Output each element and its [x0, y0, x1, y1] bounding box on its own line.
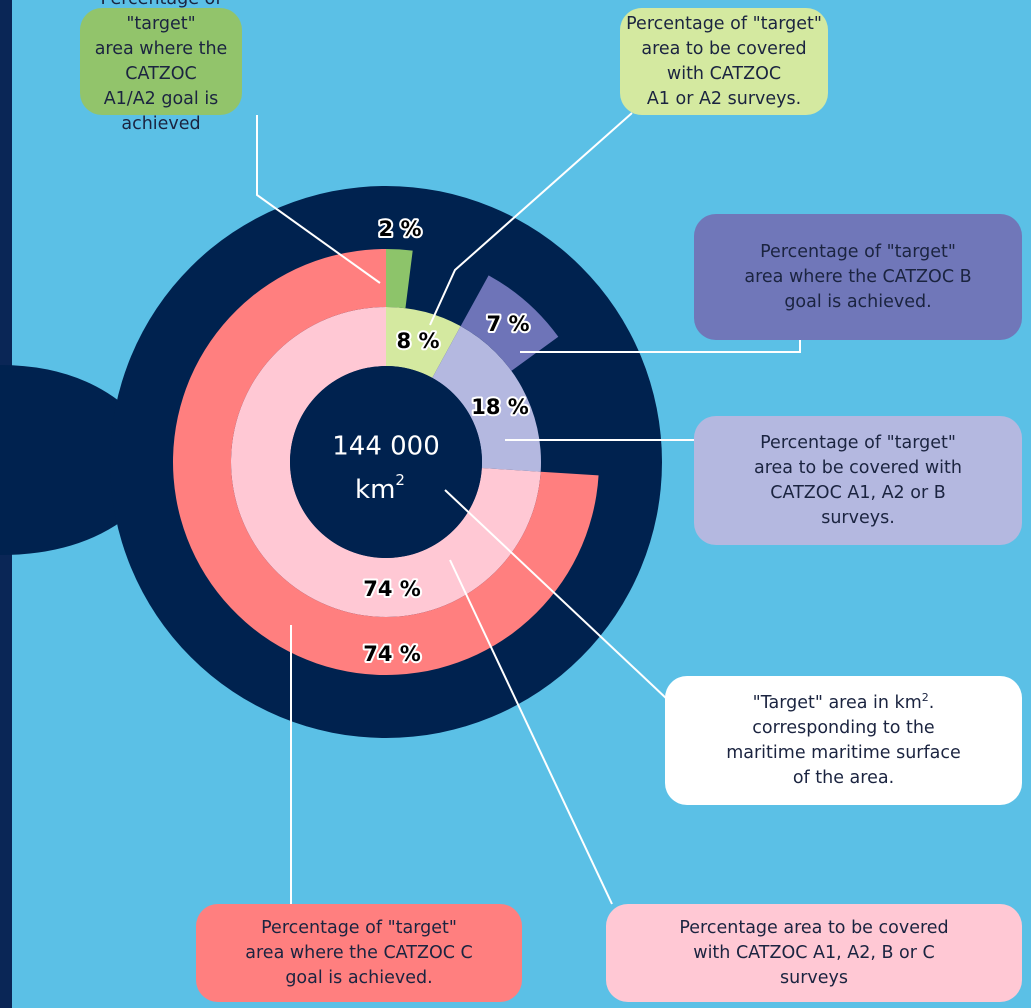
callout-text: surveys	[779, 967, 848, 988]
callout-text: corresponding to the	[752, 717, 935, 738]
callout-text: Percentage of "target"	[760, 241, 956, 262]
unit: km	[355, 475, 395, 505]
connector	[256, 115, 381, 284]
callout-text: .	[928, 692, 935, 713]
outer-wedge	[386, 249, 413, 309]
callout-line: A1 or A2 surveys.	[624, 87, 824, 112]
outer-label: 2 %	[379, 217, 422, 241]
callout-text: area where the CATZOC	[94, 38, 228, 84]
callout-line: CATZOC A1, A2 or B	[704, 481, 1012, 506]
sup: 2	[921, 690, 929, 704]
callout-text: Percentage of "target"	[261, 917, 457, 938]
outer-label: 7 %	[487, 312, 530, 336]
callout-text: area where the CATZOC C	[245, 942, 473, 963]
callout: Percentage area to be covered with CATZOC…	[606, 904, 1022, 1002]
callout-line: Percentage of "target"	[698, 240, 1018, 265]
connector	[449, 559, 613, 905]
callout-line: A1/A2 goal is achieved	[90, 87, 232, 137]
callout-line: area where the CATZOC C	[206, 941, 512, 966]
inner-label: 74 %	[363, 577, 421, 601]
callout-line: area to be covered with CATZOC	[624, 37, 824, 87]
callout-line: surveys	[616, 966, 1012, 991]
inner-label: 8 %	[397, 329, 440, 353]
connector-shape	[0, 365, 130, 555]
callout-text: A1 or A2 surveys.	[646, 88, 802, 109]
connector	[520, 340, 801, 353]
outer-label: 74 %	[363, 642, 421, 666]
callout-line: surveys.	[704, 506, 1012, 531]
connectors	[256, 112, 801, 905]
callout-line: area to be covered with	[704, 456, 1012, 481]
unit-sup: 2	[395, 471, 405, 489]
callout-line: Percentage of "target"	[704, 431, 1012, 456]
callout-text: area where the CATZOC B	[744, 266, 972, 287]
callout-text: surveys.	[821, 507, 895, 528]
callout-line: of the area.	[675, 766, 1012, 791]
callout-line: Percentage of "target"	[624, 12, 824, 37]
callout-text: A1/A2 goal is achieved	[103, 88, 219, 134]
inner-wedge	[432, 326, 541, 472]
center-disc	[290, 366, 482, 558]
callout-line: "Target" area in km2.	[675, 691, 1012, 716]
inner-label: 18 %	[471, 395, 529, 419]
callout-text: Percentage area to be covered	[679, 917, 949, 938]
callout-line: goal is achieved.	[698, 290, 1018, 315]
connector	[429, 112, 633, 326]
callout: Percentage of "target" area to be covered…	[620, 8, 828, 115]
callout-text: goal is achieved.	[784, 291, 932, 312]
callout-line: goal is achieved.	[206, 966, 512, 991]
callout: Percentage of "target" area to be covered…	[694, 416, 1022, 545]
callout-text: maritime maritime surface	[726, 742, 961, 763]
outer-wedge	[460, 275, 559, 371]
callout-line: Percentage of "target"	[206, 916, 512, 941]
callout-text: Percentage of "target"	[760, 432, 956, 453]
callout-text: "Target" area in km	[752, 692, 922, 713]
callout-text: with CATZOC A1, A2, B or C	[693, 942, 935, 963]
rings	[172, 249, 599, 675]
callout-line: with CATZOC A1, A2, B or C	[616, 941, 1012, 966]
callout-line: Percentage area to be covered	[616, 916, 1012, 941]
callout-text: Percentage of "target"	[626, 13, 822, 34]
inner-wedge	[386, 307, 461, 378]
callout-line: maritime maritime surface	[675, 741, 1012, 766]
callout-text: area to be covered with CATZOC	[641, 38, 807, 84]
callout-text: goal is achieved.	[285, 967, 433, 988]
center-unit: km2	[355, 471, 405, 505]
connector	[444, 489, 669, 701]
labels: 8 % 18 % 74 % 2 % 7 % 74 %	[361, 215, 531, 668]
callout-text: CATZOC A1, A2 or B	[770, 482, 946, 503]
callout: "Target" area in km2. corresponding to th…	[665, 676, 1022, 805]
callout-text: of the area.	[792, 767, 895, 788]
callout-line: Percentage of "target"	[90, 0, 232, 37]
inner-wedge	[230, 307, 541, 618]
callout-line: area where the CATZOC	[90, 37, 232, 87]
callout: Percentage of "target" area where the CAT…	[80, 0, 242, 134]
callout-line: area where the CATZOC B	[698, 265, 1018, 290]
callout: Percentage of "target" area where the CAT…	[694, 214, 1022, 340]
callout-text: Percentage of "target"	[101, 0, 222, 34]
center-value: 144 000	[332, 432, 440, 462]
callout-line: corresponding to the	[675, 716, 1012, 741]
callout-text: area to be covered with	[754, 457, 962, 478]
callout: Percentage of "target" area where the CAT…	[196, 904, 522, 1002]
